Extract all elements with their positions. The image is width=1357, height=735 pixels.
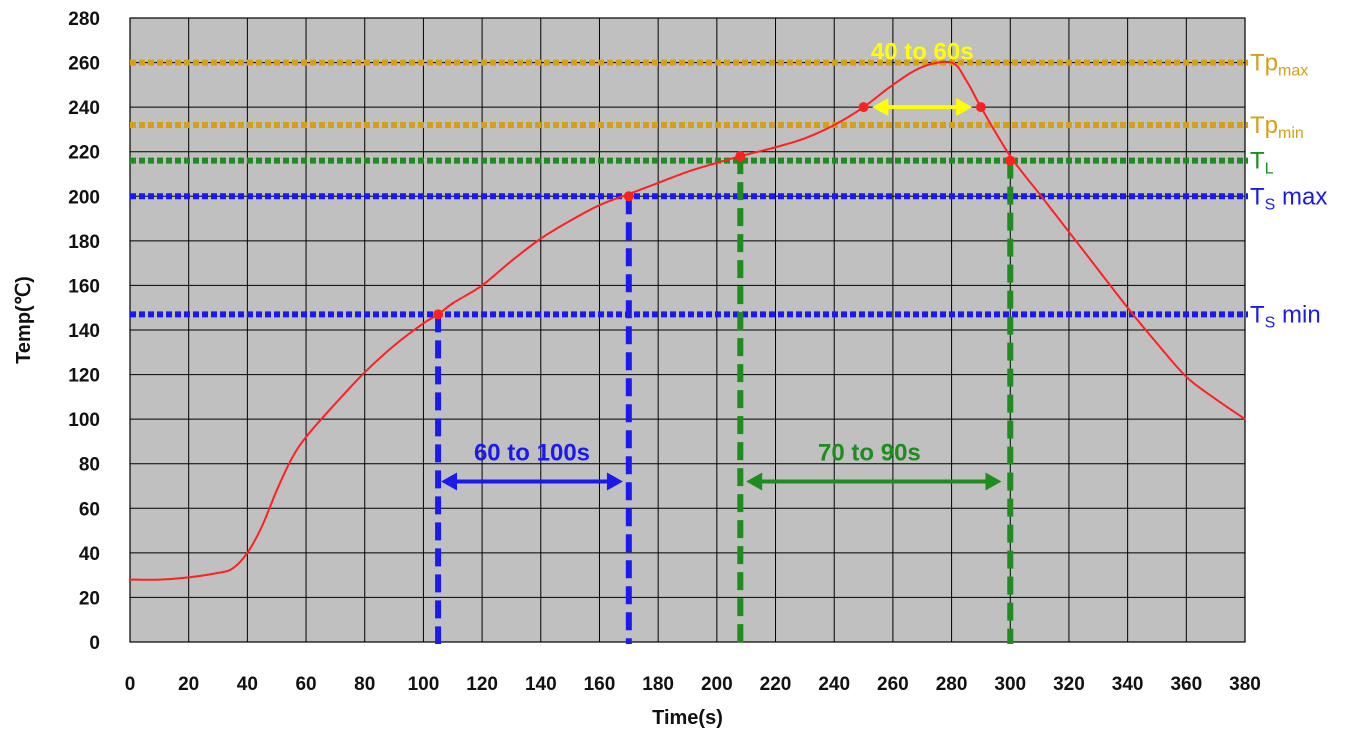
ref-label-ts-max: TS max — [1250, 183, 1327, 213]
x-tick-label-16: 320 — [1053, 674, 1085, 695]
key-points — [433, 102, 1016, 320]
y-tick-label-13: 260 — [68, 54, 100, 75]
reference-labels: Tpmax Tpmin TL TS max TS min — [1250, 50, 1327, 332]
x-tick-label-5: 100 — [408, 674, 440, 695]
y-tick-label-11: 220 — [68, 143, 100, 164]
x-tick-label-8: 160 — [584, 674, 616, 695]
x-tick-label-3: 60 — [295, 674, 316, 695]
x-tick-label-13: 260 — [877, 674, 909, 695]
y-tick-label-0: 0 — [89, 633, 100, 654]
y-tick-label-5: 100 — [68, 410, 100, 431]
y-tick-label-2: 40 — [79, 544, 100, 565]
x-tick-labels: 0 20 40 60 80 100 120 140 160 180 200 220 240 260 280 3… — [125, 674, 1261, 695]
y-tick-label-6: 120 — [68, 366, 100, 387]
interval-label-preheat: 60 to 100s — [474, 440, 590, 467]
key-point-3 — [858, 102, 869, 113]
key-point-5 — [1005, 155, 1016, 166]
key-point-4 — [975, 102, 986, 113]
x-tick-label-6: 120 — [466, 674, 498, 695]
y-tick-label-12: 240 — [68, 98, 100, 119]
y-tick-label-10: 200 — [68, 187, 100, 208]
interval-head-right-peak — [956, 98, 973, 117]
y-tick-label-9: 180 — [68, 232, 100, 253]
x-tick-label-0: 0 — [125, 674, 136, 695]
x-tick-label-2: 40 — [237, 674, 258, 695]
x-tick-label-18: 360 — [1170, 674, 1202, 695]
y-axis-title: Temp(℃) — [13, 276, 35, 364]
reference-lines — [130, 59, 1248, 318]
interval-arrows: 60 to 100s 70 to 90s 40 to 60s — [441, 38, 1002, 491]
x-tick-label-14: 280 — [936, 674, 968, 695]
interval-head-right-preheat — [606, 472, 623, 491]
interval-head-left-preheat — [441, 472, 458, 491]
x-axis-title: Time(s) — [652, 707, 723, 729]
y-tick-label-3: 60 — [79, 499, 100, 520]
y-tick-label-14: 280 — [68, 9, 100, 30]
x-tick-label-1: 20 — [178, 674, 199, 695]
key-point-0 — [433, 309, 444, 320]
ref-label-ts-min: TS min — [1250, 301, 1321, 331]
interval-label-peak: 40 to 60s — [871, 38, 974, 65]
x-tick-label-12: 240 — [818, 674, 850, 695]
x-tick-label-7: 140 — [525, 674, 557, 695]
x-tick-label-17: 340 — [1112, 674, 1144, 695]
key-point-2 — [735, 151, 746, 162]
x-tick-label-15: 300 — [994, 674, 1026, 695]
x-tick-label-4: 80 — [354, 674, 375, 695]
key-point-1 — [623, 191, 634, 202]
vertical-markers — [435, 156, 1014, 644]
ref-label-tl: TL — [1250, 148, 1274, 178]
y-tick-labels: 0 20 40 60 80 100 120 140 160 180 200 220 240 260 280 — [68, 9, 100, 654]
ref-label-tp-max: Tpmax — [1250, 50, 1308, 80]
interval-head-left-liquidus — [746, 472, 763, 491]
y-tick-label-8: 160 — [68, 276, 100, 297]
y-tick-label-7: 140 — [68, 321, 100, 342]
interval-label-liquidus: 70 to 90s — [818, 440, 921, 467]
y-tick-label-4: 80 — [79, 455, 100, 476]
y-tick-label-1: 20 — [79, 588, 100, 609]
interval-head-right-liquidus — [985, 472, 1002, 491]
temperature-curve — [129, 60, 1246, 581]
x-tick-label-19: 380 — [1229, 674, 1261, 695]
x-tick-label-10: 200 — [701, 674, 733, 695]
interval-head-left-peak — [872, 98, 889, 117]
x-tick-label-11: 220 — [760, 674, 792, 695]
x-tick-label-9: 180 — [642, 674, 674, 695]
ref-label-tp-min: Tpmin — [1250, 112, 1304, 142]
